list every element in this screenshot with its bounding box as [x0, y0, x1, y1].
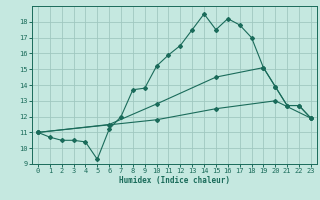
X-axis label: Humidex (Indice chaleur): Humidex (Indice chaleur) [119, 176, 230, 185]
